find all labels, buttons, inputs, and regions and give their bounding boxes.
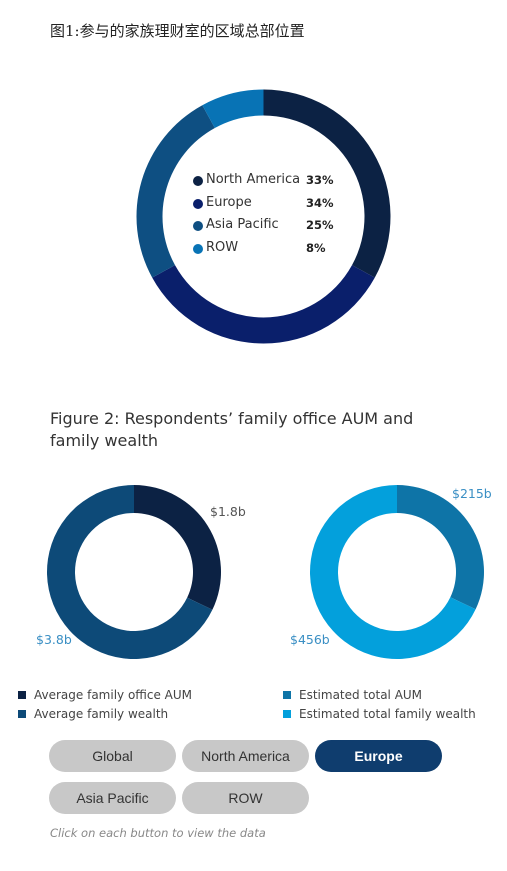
data-label-total-aum: $215b	[452, 486, 492, 501]
legend-value: 34%	[306, 195, 334, 210]
legend-item-asia-pacific: Asia Pacific 25%	[190, 216, 340, 239]
figure1-title: 图1:参与的家族理财室的区域总部位置	[50, 22, 305, 40]
legend-item-row: ROW 8%	[190, 239, 340, 262]
legend-swatch	[283, 691, 291, 699]
europe-button[interactable]: Europe	[315, 740, 442, 772]
slice-row	[202, 89, 264, 128]
legend-swatch	[193, 198, 203, 209]
legend-swatch	[18, 691, 26, 699]
legend-swatch	[193, 176, 203, 186]
slice-est-total-aum	[397, 485, 484, 610]
legend-item-europe: Europe 34%	[190, 194, 340, 217]
legend-label: North America	[206, 172, 301, 187]
global-button[interactable]: Global	[49, 740, 176, 772]
legend-label: Estimated total family wealth	[299, 707, 476, 721]
legend-label: ROW	[206, 239, 239, 255]
wealth-donut-chart	[310, 485, 484, 659]
legend-swatch	[193, 243, 203, 254]
data-label-avg-wealth: $3.8b	[36, 632, 72, 647]
slice-asia-pacific	[136, 105, 215, 278]
region-legend: North America 33% Europe 34% Asia Pacifi…	[190, 171, 340, 261]
legend-value: 33%	[306, 173, 334, 187]
legend-value: 8%	[306, 240, 326, 255]
legend-value: 25%	[306, 218, 334, 232]
legend-label: Asia Pacific	[206, 217, 279, 232]
slice-avg-family-wealth	[46, 485, 213, 659]
legend-label: Estimated total AUM	[299, 688, 423, 702]
legend-swatch	[193, 221, 203, 231]
legend-swatch	[283, 710, 291, 718]
aum-donut-chart	[46, 485, 221, 659]
row-button[interactable]: ROW	[182, 782, 309, 814]
asia-pacific-button[interactable]: Asia Pacific	[49, 782, 176, 814]
legend-label: Europe	[206, 194, 252, 210]
instruction-text: Click on each button to view the data	[50, 826, 266, 840]
north-america-button[interactable]: North America	[182, 740, 309, 772]
figure2-title: Figure 2: Respondents’ family office AUM…	[50, 409, 414, 450]
legend-label: Average family office AUM	[34, 688, 193, 702]
region-donut-chart	[136, 89, 391, 344]
slice-avg-family-office-aum	[134, 485, 221, 610]
slice-est-total-family-wealth	[310, 485, 476, 659]
legend-label: Average family wealth	[34, 707, 169, 721]
data-label-total-wealth: $456b	[290, 632, 330, 647]
slice-europe	[152, 265, 375, 344]
legend-swatch	[18, 710, 26, 718]
legend-item-north-america: North America 33%	[190, 171, 340, 194]
data-label-avg-aum: $1.8b	[210, 504, 246, 519]
slice-north-america	[263, 89, 391, 278]
